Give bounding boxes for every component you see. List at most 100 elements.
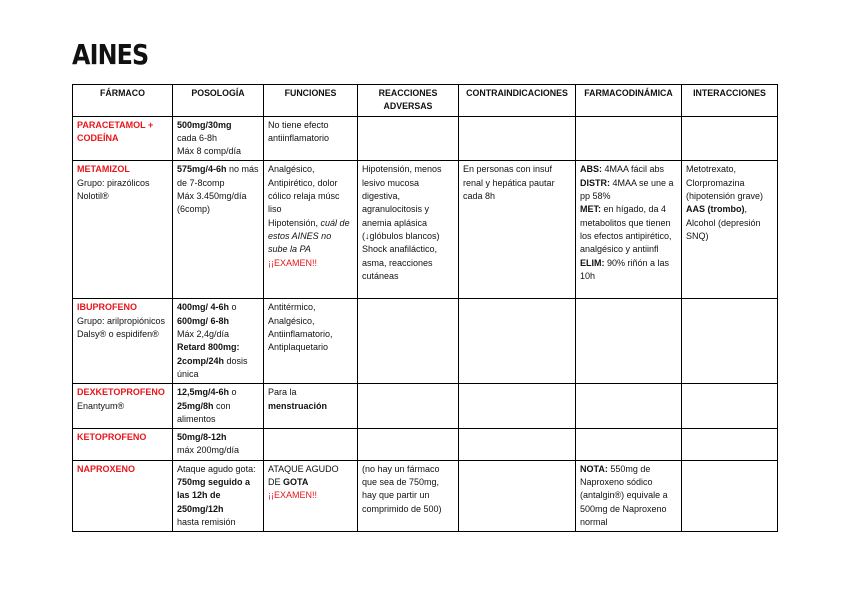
table-cell xyxy=(575,115,682,162)
cell-text: Máx 3.450mg/día (6comp) xyxy=(177,191,247,215)
cell-text: (no hay un fármaco que sea de 750mg, hay… xyxy=(362,463,442,514)
cell-text: ABS: xyxy=(580,164,602,175)
cell-line: 50mg/8-12h xyxy=(177,431,259,444)
cell-line: MET: en hígado, da 4 metabolitos que tie… xyxy=(580,203,677,256)
cell-text: Hipotensión, xyxy=(268,217,321,228)
cell-text: 550mg de Naproxeno sódico (antalgin®) eq… xyxy=(580,463,668,527)
cell-text: NOTA: xyxy=(580,463,608,474)
cell-text: ¡¡EXAMEN!! xyxy=(268,257,318,268)
cell-text: Metotrexato, Clorpromazina (hipotensión … xyxy=(686,164,764,202)
cell-text: 500mg/30mg xyxy=(177,119,232,130)
table-cell: 12,5mg/4-6h o 25mg/8h con alimentos xyxy=(172,383,264,430)
table-cell: 575mg/4-6h no más de 7-8comp Máx 3.450mg/… xyxy=(172,160,264,300)
cell-text: ¡¡EXAMEN!! xyxy=(268,490,318,501)
cell-text: Ataque agudo gota: xyxy=(177,463,256,474)
cell-text: máx 200mg/día xyxy=(177,445,240,456)
cell-line: 600mg/ 6-8h xyxy=(177,315,259,328)
cell-text: Nolotil® xyxy=(77,191,109,202)
cell-line: máx 200mg/día xyxy=(177,444,259,457)
table-cell: NOTA: 550mg de Naproxeno sódico (antalgi… xyxy=(575,459,682,533)
table-cell xyxy=(458,298,576,385)
cell-line: Dalsy® o espidifen® xyxy=(77,328,168,341)
cell-line: PARACETAMOL + CODEÍNA xyxy=(77,119,168,146)
table-cell: METAMIZOL Grupo: pirazólicos Nolotil® xyxy=(72,160,173,300)
header-cell: INTERACCIONES xyxy=(681,84,778,117)
cell-text: Dalsy® o espidifen® xyxy=(77,329,159,340)
table-cell: Analgésico, Antipirético, dolor cólico r… xyxy=(263,160,358,300)
cell-text: 50mg/8-12h xyxy=(177,432,227,443)
cell-line: Retard 800mg: 2comp/24h dosis única xyxy=(177,341,259,381)
cell-line: Máx 3.450mg/día (6comp) xyxy=(177,190,259,217)
cell-line: 575mg/4-6h no más de 7-8comp xyxy=(177,163,259,190)
cell-line: IBUPROFENO xyxy=(77,301,168,314)
table-cell xyxy=(575,428,682,461)
cell-text: Grupo: arilpropiónicos xyxy=(77,315,166,326)
cell-line: Nolotil® xyxy=(77,190,168,203)
table-row: PARACETAMOL + CODEÍNA 500mg/30mg cada 6-8h… xyxy=(72,115,778,162)
cell-text: 400mg/ 4-6h xyxy=(177,302,230,313)
cell-line: Máx 2,4g/día xyxy=(177,328,259,341)
drug-table: FÁRMACO POSOLOGÍA FUNCIONES REACCIONES ADVE… xyxy=(72,84,778,533)
table-cell xyxy=(357,383,459,430)
cell-line: hasta remisión xyxy=(177,516,259,529)
table-cell xyxy=(458,459,576,533)
cell-line: Máx 8 comp/día xyxy=(177,145,259,158)
header-row: FÁRMACO POSOLOGÍA FUNCIONES REACCIONES ADVE… xyxy=(72,84,778,117)
cell-text: MET: xyxy=(580,204,601,215)
cell-text: En personas con insuf renal y hepática p… xyxy=(463,164,555,202)
cell-text: AAS (trombo) xyxy=(686,204,745,215)
header-cell: POSOLOGÍA xyxy=(172,84,264,117)
page-title: AINES xyxy=(72,38,149,71)
table-cell xyxy=(681,383,778,430)
cell-line: 400mg/ 4-6h o xyxy=(177,301,259,314)
cell-text: ELIM: xyxy=(580,257,605,268)
table-cell xyxy=(357,298,459,385)
table-cell: 50mg/8-12h máx 200mg/día xyxy=(172,428,264,461)
table-cell: Para la menstruación xyxy=(263,383,358,430)
table-cell xyxy=(681,428,778,461)
cell-text: METAMIZOL xyxy=(77,164,130,175)
table-cell: IBUPROFENO Grupo: arilpropiónicos Dalsy® o… xyxy=(72,298,173,385)
cell-text: KETOPROFENO xyxy=(77,432,147,443)
header-cell: FUNCIONES xyxy=(263,84,358,117)
cell-line: Antitérmico, Analgésico, Antiinflamatori… xyxy=(268,301,353,354)
cell-text: 750mg seguido a las 12h de 250mg/12h xyxy=(177,477,251,514)
table-cell xyxy=(263,428,358,461)
table-cell xyxy=(575,298,682,385)
table-cell xyxy=(357,115,459,162)
table-cell xyxy=(458,383,576,430)
table-row: DEXKETOPROFENO Enantyum® 12,5mg/4-6h o 25mg… xyxy=(72,383,778,430)
cell-text: con alimentos xyxy=(177,400,231,424)
cell-line: DEXKETOPROFENO xyxy=(77,386,168,399)
cell-text: 12,5mg/4-6h xyxy=(177,387,230,398)
header-cell: REACCIONES ADVERSAS xyxy=(357,84,459,117)
cell-text: Retard 800mg: 2comp/24h xyxy=(177,342,240,366)
cell-text: hasta remisión xyxy=(177,516,236,527)
table-cell xyxy=(575,383,682,430)
table-cell: Antitérmico, Analgésico, Antiinflamatori… xyxy=(263,298,358,385)
cell-line: En personas con insuf renal y hepática p… xyxy=(463,163,571,203)
cell-text: , Alcohol (depresión SNQ) xyxy=(686,204,761,241)
header-cell: FARMACODINÁMICA xyxy=(575,84,682,117)
cell-text: GOTA xyxy=(283,477,309,488)
cell-text: 4MAA se une a pp 58% xyxy=(580,177,674,202)
cell-line: METAMIZOL xyxy=(77,163,168,176)
cell-line: Hipotensión, menos lesivo mucosa digesti… xyxy=(362,163,454,243)
cell-line: 12,5mg/4-6h o xyxy=(177,386,259,399)
table-body: PARACETAMOL + CODEÍNA 500mg/30mg cada 6-8h… xyxy=(72,115,778,533)
cell-text: DISTR: xyxy=(580,177,610,188)
cell-text: Enantyum® xyxy=(77,400,125,411)
cell-line: ATAQUE AGUDO DE GOTA xyxy=(268,463,353,490)
cell-text: NAPROXENO xyxy=(77,463,136,474)
cell-text: no más de 7-8comp xyxy=(177,164,259,188)
cell-line: ELIM: 90% riñón a las 10h xyxy=(580,257,677,284)
header-cell: CONTRAINDICACIONES xyxy=(458,84,576,117)
cell-line: KETOPROFENO xyxy=(77,431,168,444)
cell-text: 90% riñón a las 10h xyxy=(580,257,670,281)
cell-text: Antitérmico, Analgésico, Antiinflamatori… xyxy=(268,302,333,353)
table-cell xyxy=(458,115,576,162)
cell-line: Analgésico, Antipirético, dolor cólico r… xyxy=(268,163,353,216)
cell-text: Máx 8 comp/día xyxy=(177,146,242,157)
cell-line: 25mg/8h con alimentos xyxy=(177,400,259,427)
